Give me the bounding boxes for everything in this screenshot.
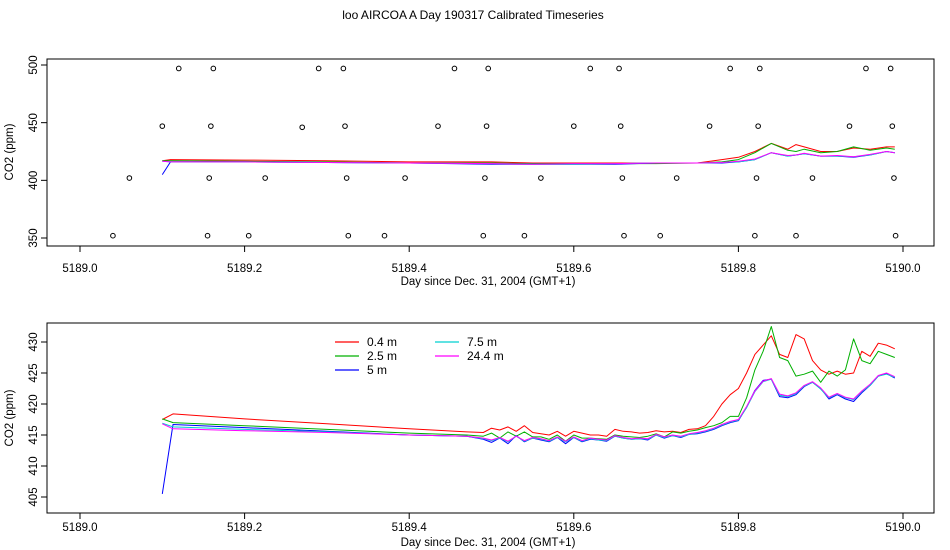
top-x-tick-label: 5189.4 <box>392 263 428 275</box>
top-data-point <box>451 65 458 72</box>
top-data-point <box>343 175 350 181</box>
top-data-point <box>793 232 799 239</box>
top-data-point <box>245 232 252 239</box>
top-series-0-4-mm-line <box>162 142 895 164</box>
top-data-point <box>571 123 577 129</box>
top-data-point <box>706 123 713 129</box>
legend-label-7-5-m: 7.5 m <box>467 335 497 349</box>
top-x-axis-label: Day since Dec. 31, 2004 (GMT+1) <box>401 276 576 288</box>
bottom-panel: Day since Dec. 31, 2004 (GMT+1) CO2 (ppm… <box>4 322 935 549</box>
top-panel: Day since Dec. 31, 2004 (GMT+1) CO2 (ppm… <box>4 55 935 288</box>
top-data-point <box>756 65 763 72</box>
bottom-y-tick-label: 425 <box>28 363 40 382</box>
bottom-series-0-4-mm-line <box>162 334 896 437</box>
top-data-point <box>657 232 664 239</box>
bottom-series-24-4-mm-line <box>162 372 896 442</box>
top-y-tick-label: 400 <box>28 171 40 190</box>
top-data-point <box>159 123 166 129</box>
legend-label-2-5-m: 2.5 m <box>367 349 397 363</box>
top-data-point <box>616 65 622 72</box>
top-data-point <box>262 175 268 181</box>
top-data-point <box>727 65 733 72</box>
top-data-point <box>621 232 627 239</box>
bottom-y-tick-label: 410 <box>28 456 40 475</box>
bottom-y-tick-label: 420 <box>28 394 40 413</box>
top-data-point <box>863 65 869 72</box>
bottom-series-5-mm-line <box>161 373 896 494</box>
top-data-point <box>208 123 214 129</box>
top-data-point <box>315 65 322 72</box>
top-y-axis-label: CO2 (ppm) <box>4 123 16 180</box>
legend-label-24-4-m: 24.4 m <box>467 349 504 363</box>
top-data-point <box>753 175 760 181</box>
bottom-y-tick-label: 405 <box>28 487 40 506</box>
chart-title: loo AIRCOA A Day 190317 Calibrated Times… <box>342 8 603 22</box>
top-y-tick-label: 350 <box>28 228 40 247</box>
top-data-point <box>206 175 213 181</box>
bottom-series-2-5-mm-line <box>162 326 895 442</box>
top-data-point <box>381 232 388 239</box>
bottom-x-tick-label: 5189.8 <box>721 522 756 534</box>
top-x-tick-label: 5189.2 <box>227 263 262 275</box>
bottom-y-axis-label: CO2 (ppm) <box>4 389 16 446</box>
top-data-point <box>345 232 352 239</box>
bottom-x-tick-label: 5189.2 <box>227 522 262 534</box>
top-x-tick-label: 5189.0 <box>62 263 97 275</box>
top-data-point <box>673 175 680 181</box>
top-x-tick-label: 5189.6 <box>556 263 591 275</box>
top-data-point <box>846 123 853 129</box>
top-data-point <box>892 232 899 239</box>
top-data-point <box>110 232 116 239</box>
top-y-tick-label: 450 <box>28 113 40 132</box>
top-data-point <box>340 65 347 72</box>
bottom-x-tick-label: 5189.6 <box>556 522 591 534</box>
bottom-x-axis-label: Day since Dec. 31, 2004 (GMT+1) <box>401 537 576 549</box>
top-data-point <box>402 175 408 181</box>
top-data-point <box>752 232 758 239</box>
top-data-point <box>342 123 348 129</box>
top-data-point <box>619 175 626 181</box>
bottom-plot-frame <box>46 322 935 514</box>
bottom-x-tick-label: 5189.0 <box>62 522 97 534</box>
legend-label-0-4-m: 0.4 m <box>367 335 397 349</box>
top-data-point <box>126 175 133 181</box>
top-data-point <box>480 232 487 239</box>
top-data-point <box>299 124 306 131</box>
top-data-point <box>617 123 624 129</box>
bottom-x-tick-label: 5189.4 <box>392 522 428 534</box>
top-data-point <box>538 175 544 181</box>
top-data-point <box>175 65 182 72</box>
bottom-x-tick-label: 5190.0 <box>885 522 920 534</box>
bottom-y-tick-label: 415 <box>28 425 40 444</box>
top-x-tick-label: 5189.8 <box>721 263 756 275</box>
top-data-point <box>204 232 211 239</box>
top-data-point <box>891 175 897 181</box>
top-data-point <box>755 123 761 129</box>
top-y-tick-label: 500 <box>28 55 40 74</box>
top-data-point <box>485 65 492 72</box>
top-data-point <box>887 65 894 72</box>
top-plot-frame <box>46 58 935 247</box>
top-data-point <box>482 175 488 181</box>
top-x-tick-label: 5190.0 <box>885 263 920 275</box>
top-data-point <box>435 123 441 129</box>
top-data-point <box>210 65 217 72</box>
legend-label-5-m: 5 m <box>367 363 387 377</box>
top-data-point <box>587 65 594 72</box>
top-data-point <box>483 123 490 129</box>
top-data-point <box>809 175 816 181</box>
top-data-point <box>889 123 896 129</box>
top-series-24-4-mm-line <box>162 151 895 165</box>
top-data-point <box>521 232 528 239</box>
bottom-y-tick-label: 430 <box>28 332 40 351</box>
